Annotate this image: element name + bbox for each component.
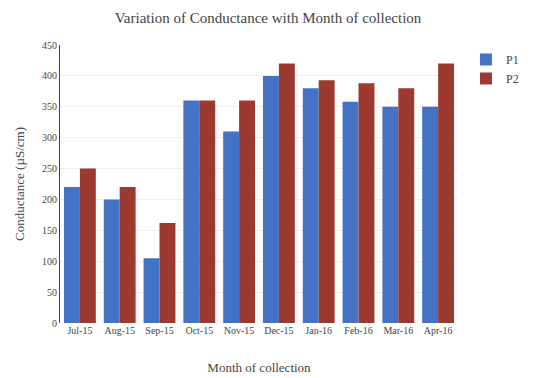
svg-text:P1: P1 — [506, 53, 519, 67]
svg-text:Apr-16: Apr-16 — [424, 325, 453, 336]
svg-text:Dec-15: Dec-15 — [264, 325, 293, 336]
svg-text:350: 350 — [42, 101, 57, 112]
svg-text:P2: P2 — [506, 72, 519, 86]
svg-text:400: 400 — [42, 70, 57, 81]
svg-text:Oct-15: Oct-15 — [185, 325, 213, 336]
svg-text:250: 250 — [42, 163, 57, 174]
svg-text:Jul-15: Jul-15 — [67, 325, 92, 336]
svg-text:50: 50 — [47, 287, 57, 298]
svg-text:Feb-16: Feb-16 — [344, 325, 372, 336]
svg-text:Sep-15: Sep-15 — [145, 325, 173, 336]
svg-text:Conductance (µS/cm): Conductance (µS/cm) — [12, 127, 27, 241]
svg-text:Aug-15: Aug-15 — [104, 325, 135, 336]
svg-text:Jan-16: Jan-16 — [305, 325, 332, 336]
svg-text:150: 150 — [42, 225, 57, 236]
svg-text:0: 0 — [52, 318, 57, 329]
svg-text:Nov-15: Nov-15 — [224, 325, 255, 336]
svg-text:300: 300 — [42, 132, 57, 143]
svg-text:200: 200 — [42, 194, 57, 205]
svg-text:Mar-16: Mar-16 — [383, 325, 413, 336]
svg-text:Variation of Conductance with: Variation of Conductance with Month of c… — [115, 10, 422, 26]
svg-text:100: 100 — [42, 256, 57, 267]
svg-text:Month of collection: Month of collection — [207, 360, 311, 375]
svg-text:450: 450 — [42, 40, 57, 51]
